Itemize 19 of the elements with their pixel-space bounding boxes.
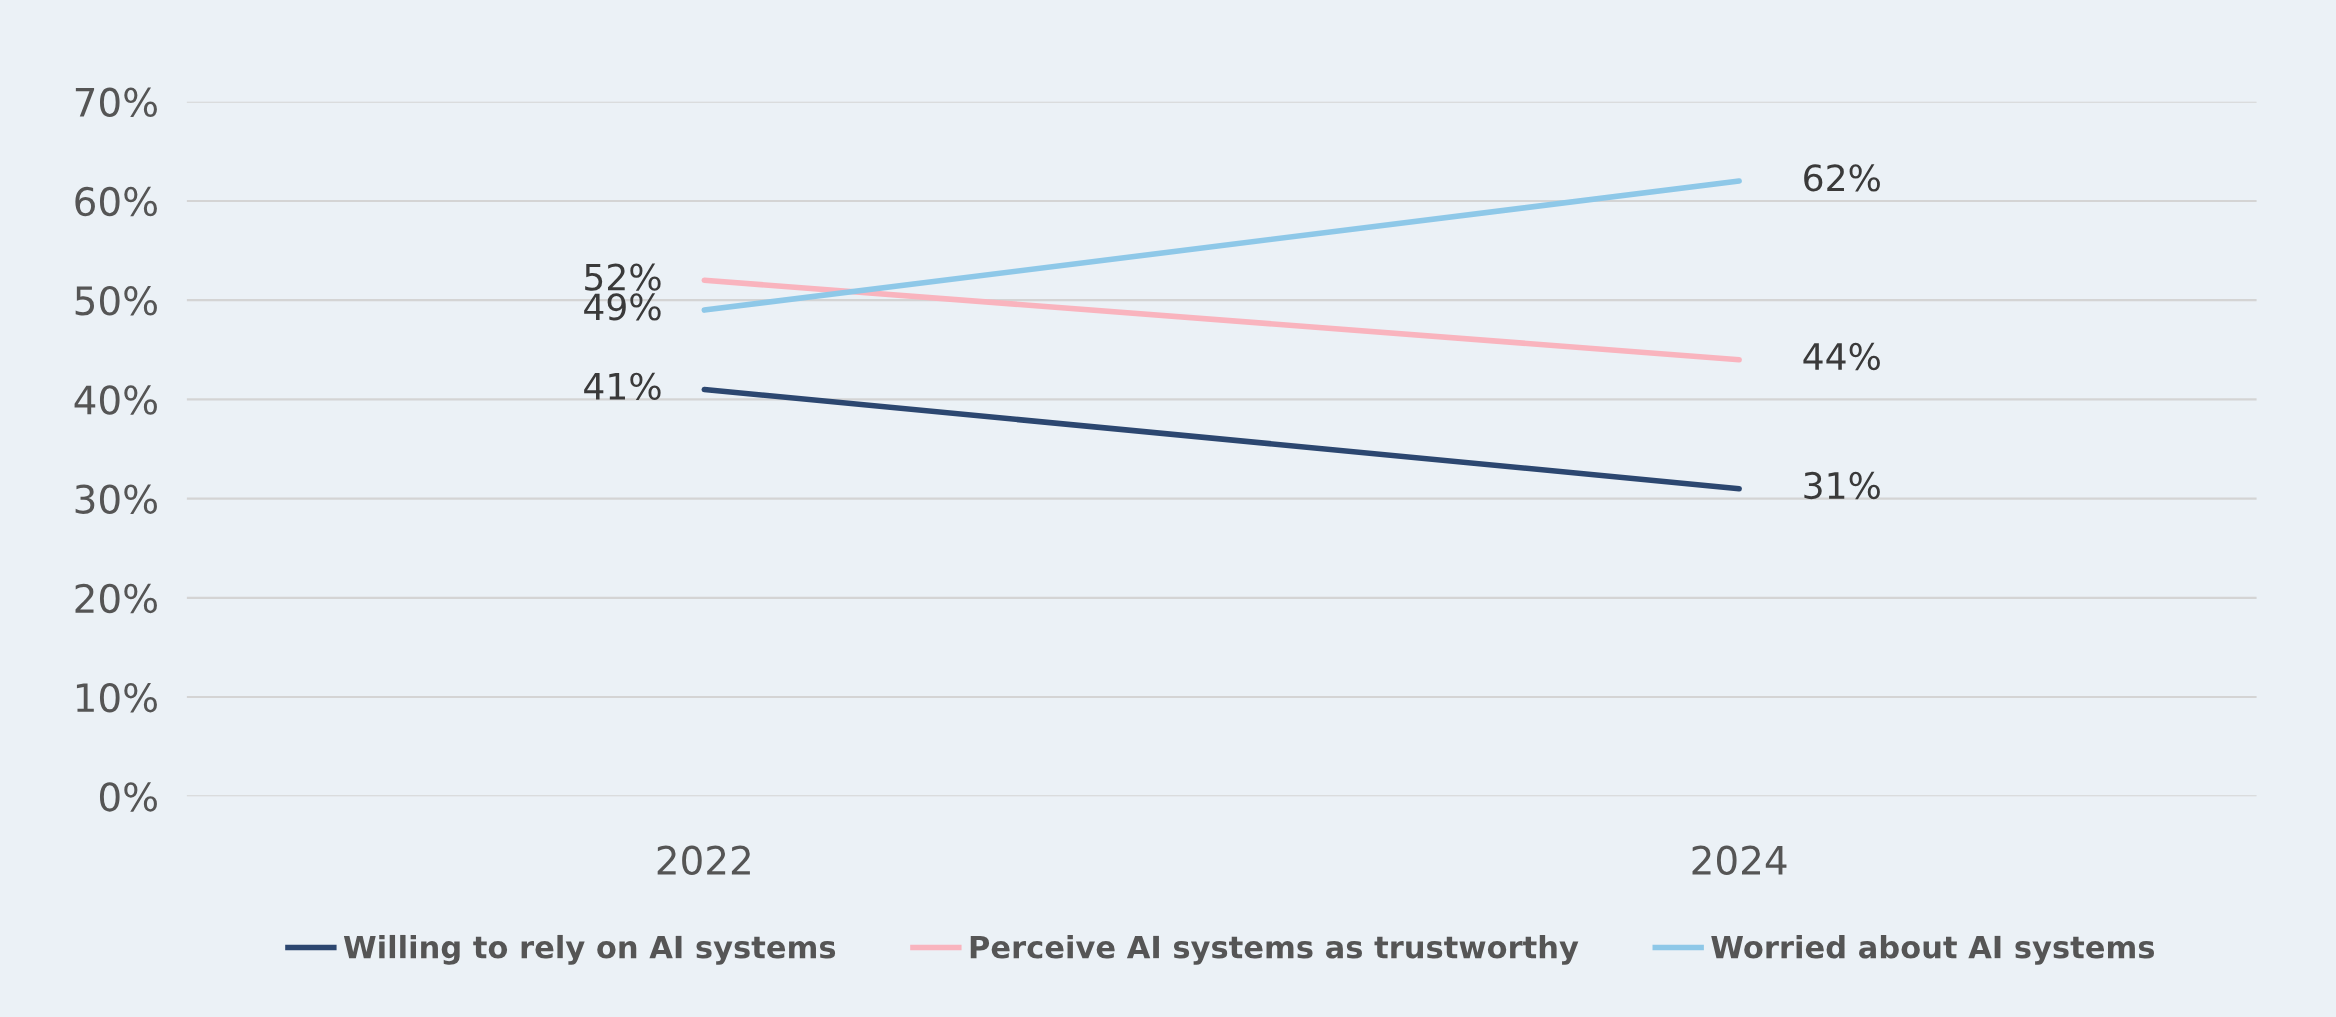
data-label: 62% (1804, 164, 1880, 192)
y-tick-label: 0% (99, 782, 157, 812)
y-tick-label: 30% (75, 484, 157, 514)
data-label: 52% (585, 263, 661, 291)
x-tick-label: 2022 (657, 845, 750, 876)
y-tick-label: 70% (75, 87, 157, 118)
legend-label: Worried about AI systems (1711, 934, 2155, 965)
legend-label: Perceive AI systems as trustworthy (970, 934, 1579, 965)
legend-label: Willing to rely on AI systems (343, 934, 836, 965)
y-tick-label: 60% (75, 186, 157, 217)
y-tick-label: 40% (74, 385, 157, 415)
x-tick-label: 2024 (1692, 845, 1787, 876)
data-label: 31% (1804, 471, 1880, 500)
y-tick-label: 50% (75, 286, 157, 316)
y-tick-label: 20% (75, 583, 157, 614)
data-label: 41% (584, 372, 661, 400)
y-tick-label: 10% (76, 682, 157, 713)
data-label: 49% (584, 293, 661, 321)
data-label: 44% (1803, 342, 1880, 371)
